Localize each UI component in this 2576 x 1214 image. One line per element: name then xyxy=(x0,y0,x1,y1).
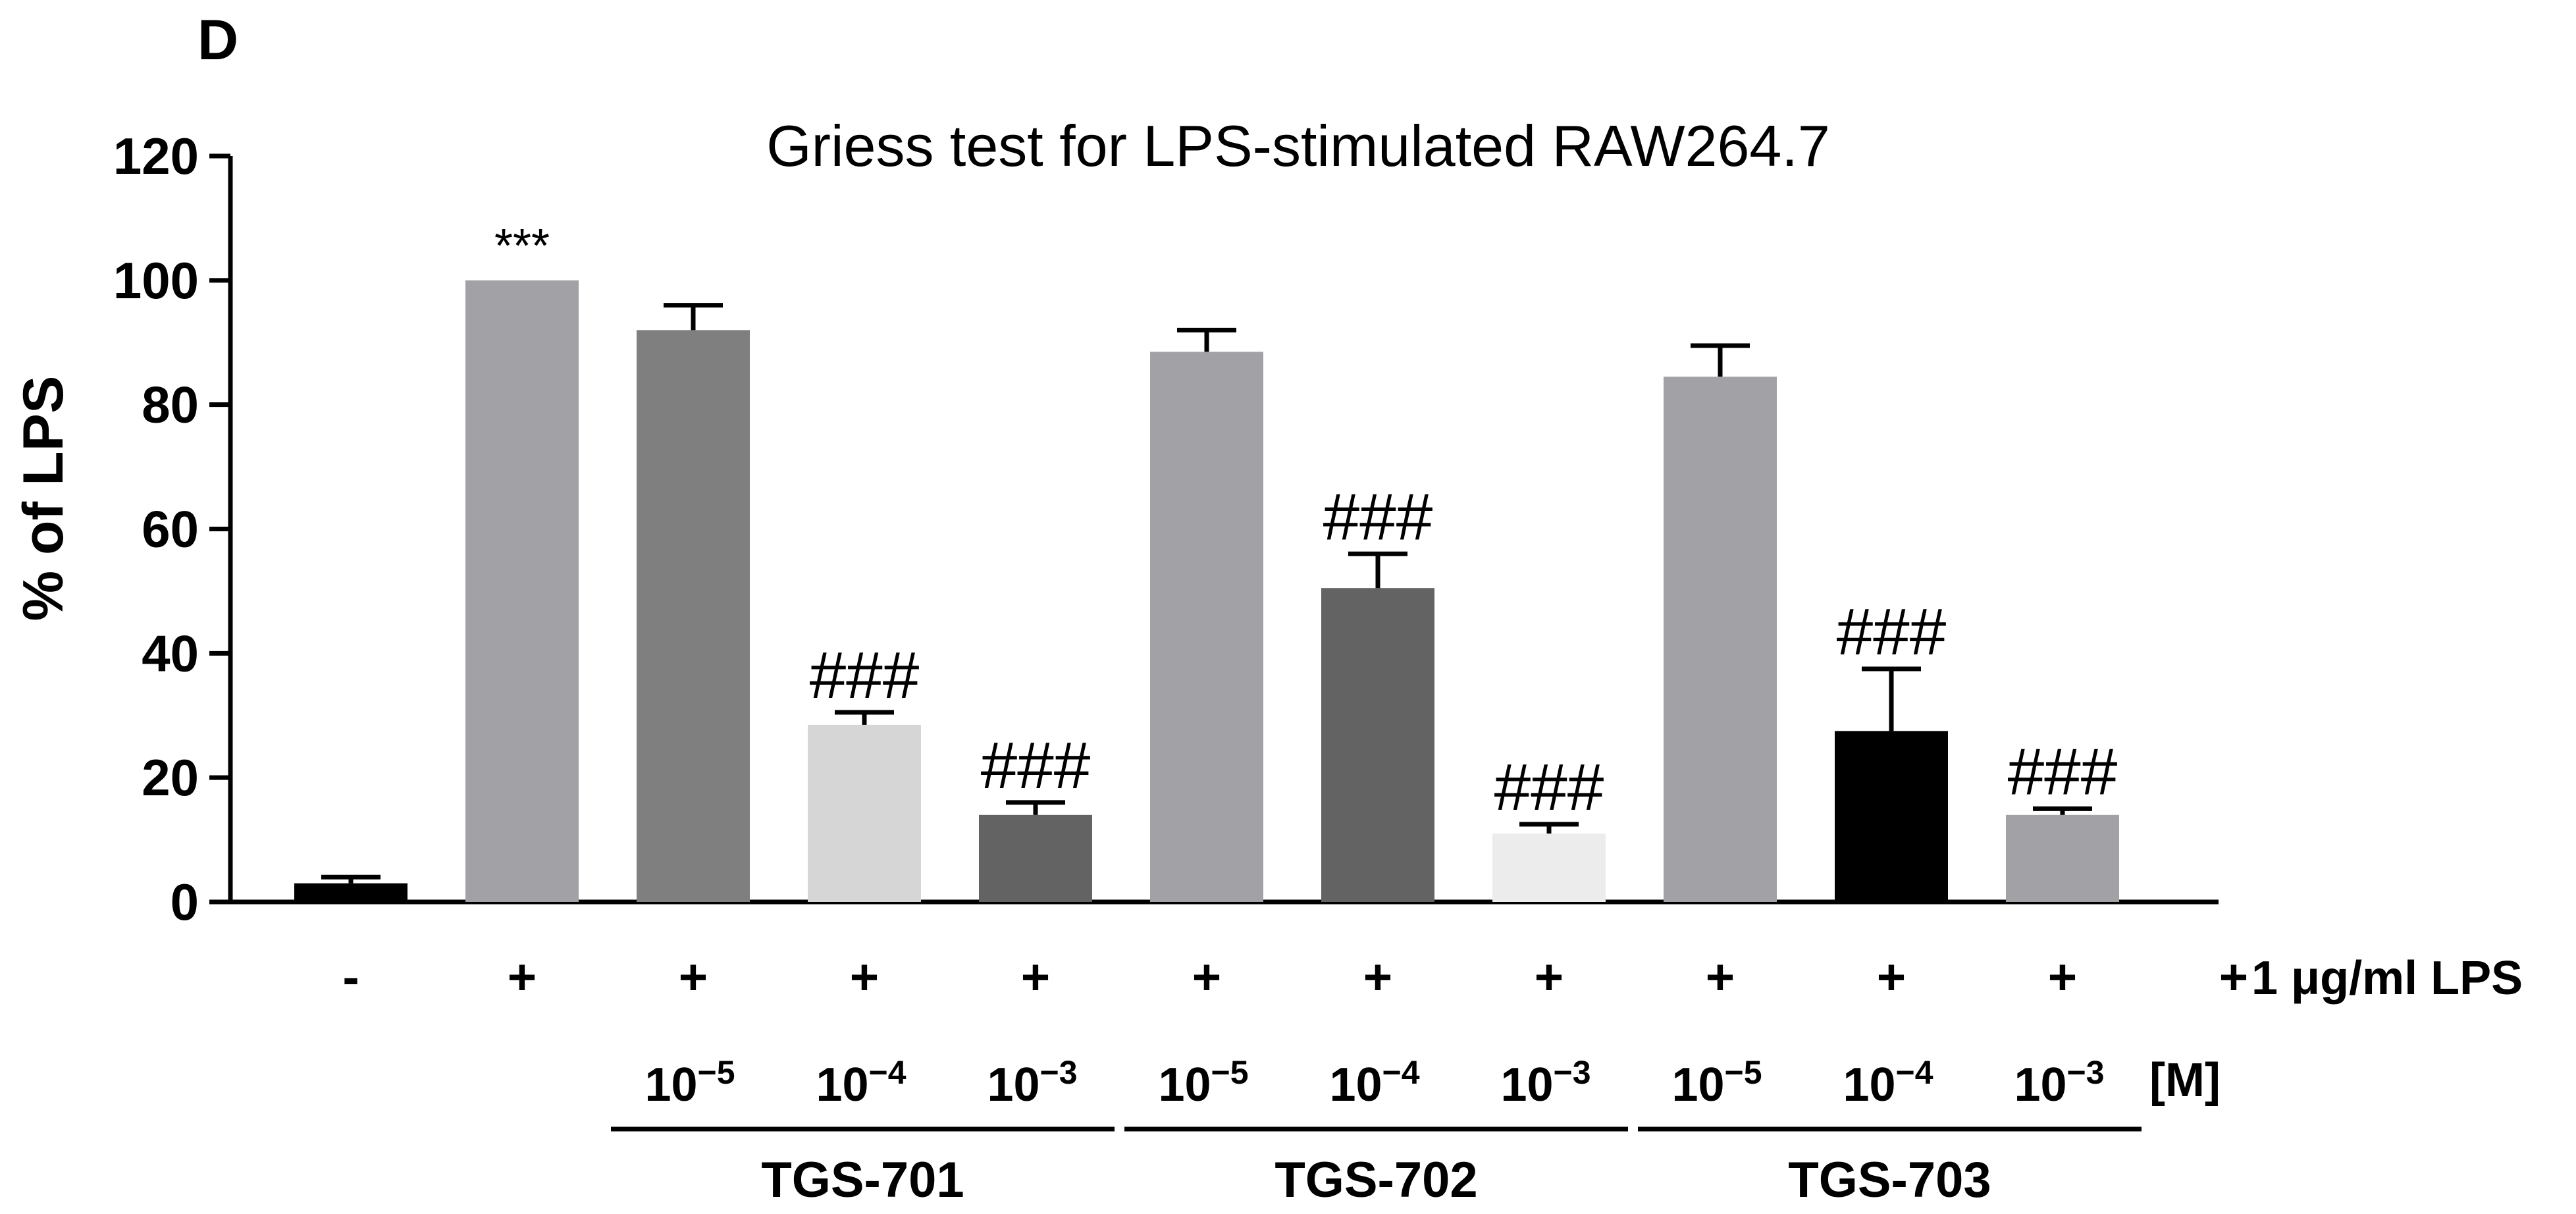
concentration-label: 10−5 xyxy=(1671,1054,1762,1111)
lps-row: 1 μg/ml LPS - + + + + + + + + + + + xyxy=(342,949,2523,1005)
group-labels: TGS-701 TGS-702 TGS-703 xyxy=(611,1126,2142,1208)
bar xyxy=(979,814,1092,902)
y-tick-label: 100 xyxy=(113,251,199,309)
group-label: TGS-703 xyxy=(1788,1152,1991,1208)
lps-sign: + xyxy=(1021,949,1050,1005)
bar xyxy=(808,724,921,902)
concentration-label: 10−4 xyxy=(1843,1054,1933,1111)
panel-label: D xyxy=(197,9,238,72)
lps-sign: + xyxy=(1535,949,1564,1005)
lps-sign: + xyxy=(1363,949,1392,1005)
significance-hashes: ### xyxy=(810,639,920,712)
group-label: TGS-702 xyxy=(1275,1152,1477,1208)
significance-hashes: ### xyxy=(981,729,1091,803)
y-tick-label: 0 xyxy=(171,873,199,931)
lps-sign: + xyxy=(508,949,537,1005)
bar xyxy=(1664,377,1777,902)
chart-title: Griess test for LPS-stimulated RAW264.7 xyxy=(766,113,1830,178)
y-tick-label: 60 xyxy=(142,500,199,558)
bar xyxy=(294,883,407,902)
concentration-label: 10−5 xyxy=(1158,1054,1248,1111)
lps-sign: + xyxy=(2048,949,2077,1005)
concentration-unit: [M] xyxy=(2149,1054,2221,1107)
lps-sign: + xyxy=(1877,949,1906,1005)
significance-hashes: ### xyxy=(1323,480,1433,554)
bar xyxy=(2006,814,2119,902)
y-tick-label: 40 xyxy=(142,624,199,682)
lps-sign: + xyxy=(1706,949,1735,1005)
concentration-label: 10−5 xyxy=(644,1054,735,1111)
significance-hashes: ### xyxy=(2008,735,2118,808)
concentration-label: 10−4 xyxy=(816,1054,906,1111)
annotations: *** ### ### ### ### ### ### xyxy=(494,220,2118,824)
y-axis-label: % of LPS xyxy=(12,376,75,621)
significance-hashes: ### xyxy=(1494,751,1604,824)
lps-row-label: 1 μg/ml LPS xyxy=(2251,952,2523,1005)
lps-sign: + xyxy=(2219,949,2248,1005)
lps-sign: + xyxy=(850,949,879,1005)
bar xyxy=(1492,833,1606,902)
y-tick-label: 120 xyxy=(113,127,199,185)
bar xyxy=(1835,731,1948,902)
lps-sign: - xyxy=(342,949,359,1005)
bar xyxy=(637,330,750,902)
lps-sign: + xyxy=(1192,949,1221,1005)
y-tick-label: 20 xyxy=(142,749,199,806)
bar xyxy=(465,280,579,902)
concentration-label: 10−3 xyxy=(1500,1054,1590,1111)
lps-sign: + xyxy=(679,949,708,1005)
significance-hashes: ### xyxy=(1837,595,1947,669)
bars xyxy=(294,280,2119,902)
significance-stars: *** xyxy=(494,220,550,273)
concentration-label: 10−3 xyxy=(2014,1054,2104,1111)
bar xyxy=(1150,352,1263,902)
concentration-label: 10−3 xyxy=(987,1054,1077,1111)
concentration-row: [M] 10−5 10−4 10−3 10−5 10−4 10−3 10−5 10−4 10−3 xyxy=(644,1054,2220,1111)
y-tick-label: 80 xyxy=(142,376,199,434)
group-label: TGS-701 xyxy=(761,1152,964,1208)
concentration-label: 10−4 xyxy=(1329,1054,1419,1111)
bar xyxy=(1321,588,1434,902)
